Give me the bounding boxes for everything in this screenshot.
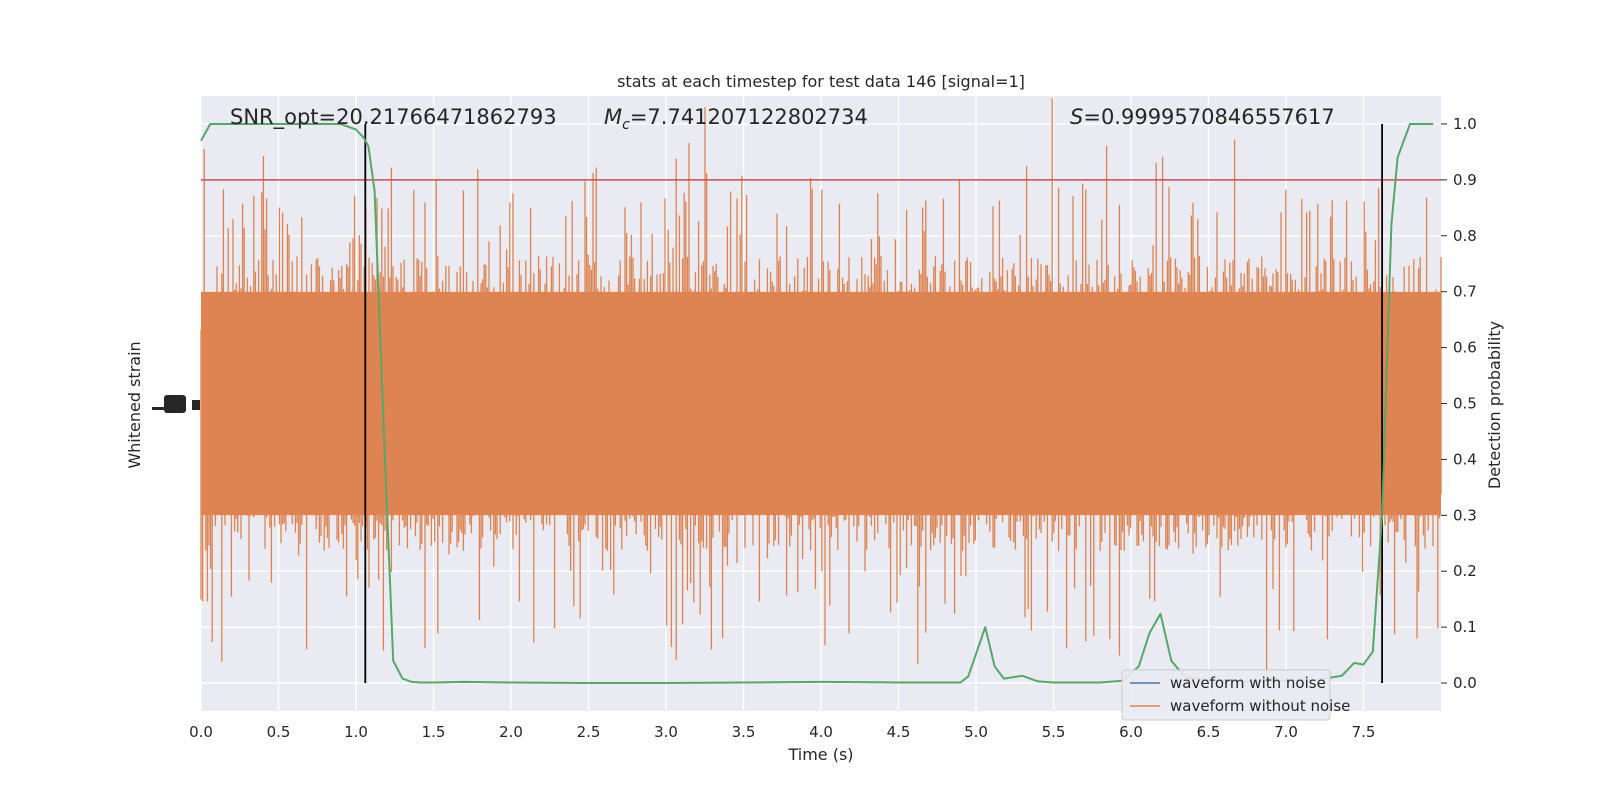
x-axis-ticks: 0.0 0.5 1.0 1.5 2.0 2.5 3.0 3.5 4.0 4.5 5.0 5.5 6.0 6…: [189, 723, 1375, 741]
x-tick-label: 5.0: [964, 723, 988, 741]
legend: waveform with noise waveform without noi…: [1121, 669, 1350, 721]
right-tick-label: 0.6: [1453, 339, 1477, 357]
left-tick-glyph: [152, 407, 166, 410]
right-tick-label: 0.9: [1453, 171, 1477, 189]
chirp-mass-symbol: M: [604, 105, 622, 129]
left-axis-label: Whitened strain: [125, 341, 144, 468]
x-tick-label: 7.5: [1352, 723, 1376, 741]
right-tick-label: 0.2: [1453, 562, 1477, 580]
x-tick-label: 3.5: [732, 723, 756, 741]
right-tick-label: 1.0: [1453, 115, 1477, 133]
right-tick-label: 0.8: [1453, 227, 1477, 245]
x-axis-label: Time (s): [787, 745, 853, 764]
score-annotation: S=0.9999570846557617: [1070, 105, 1335, 129]
left-tick-glyph: [192, 400, 200, 410]
x-tick-label: 3.0: [654, 723, 678, 741]
chart-title: stats at each timestep for test data 146…: [617, 72, 1025, 91]
left-axis-overlapping-ticks: [152, 395, 200, 413]
x-tick-label: 4.5: [887, 723, 911, 741]
vertical-markers: [364, 123, 1383, 684]
x-tick-label: 6.5: [1197, 723, 1221, 741]
right-tick-label: 0.7: [1453, 283, 1477, 301]
detection-probability-series: [200, 123, 1434, 684]
left-tick-glyph: [164, 395, 186, 413]
waveform-without-noise-line: [200, 98, 1442, 679]
right-tick-label: 0.3: [1453, 506, 1477, 524]
right-tick-label: 0.5: [1453, 395, 1477, 413]
chirp-mass-subscript: c: [622, 117, 630, 133]
x-tick-label: 2.5: [577, 723, 601, 741]
right-tick-label: 0.4: [1453, 450, 1477, 468]
x-tick-label: 4.0: [809, 723, 833, 741]
chirp-mass-value: =7.741207122802734: [630, 105, 868, 129]
x-tick-label: 1.5: [422, 723, 446, 741]
x-tick-label: 2.0: [499, 723, 523, 741]
right-axis-label: Detection probability: [1485, 321, 1504, 489]
x-tick-label: 0.0: [189, 723, 213, 741]
detection-probability-line: [200, 123, 1434, 684]
x-tick-label: 6.0: [1119, 723, 1143, 741]
legend-label-without-noise: waveform without noise: [1170, 697, 1350, 715]
right-tick-label: 0.1: [1453, 618, 1477, 636]
right-tick-label: 0.0: [1453, 674, 1477, 692]
score-symbol: S: [1070, 105, 1083, 129]
chirp-mass-annotation: Mc=7.741207122802734: [604, 105, 868, 133]
snr-annotation: SNR_opt=20.21766471862793: [230, 105, 557, 130]
score-value: =0.9999570846557617: [1083, 105, 1334, 129]
x-tick-label: 5.5: [1042, 723, 1066, 741]
waveform-without-noise: [200, 98, 1442, 679]
legend-box: [1121, 669, 1331, 721]
x-tick-label: 7.0: [1274, 723, 1298, 741]
legend-label-with-noise: waveform with noise: [1170, 674, 1326, 692]
right-axis-ticks: 0.0 0.1 0.2 0.3 0.4 0.5 0.6 0.7 0.8 0.9 1.0: [1441, 115, 1477, 692]
x-tick-label: 1.0: [344, 723, 368, 741]
x-tick-label: 0.5: [267, 723, 291, 741]
